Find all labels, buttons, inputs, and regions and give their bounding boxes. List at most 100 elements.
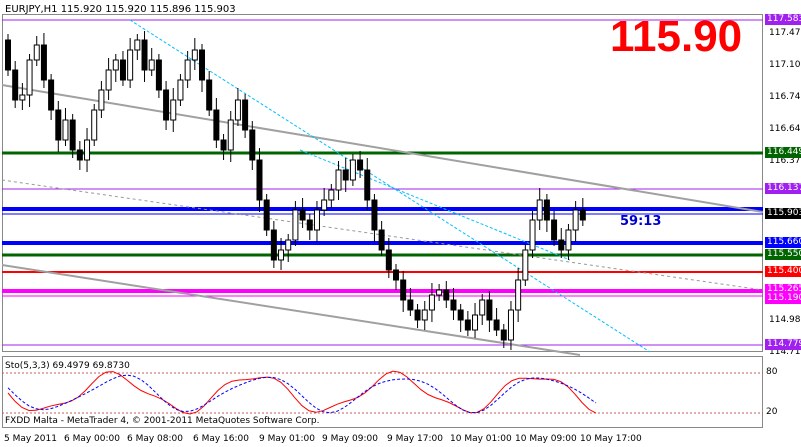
candle-body (543, 199, 550, 221)
candle-body (486, 299, 493, 321)
candle-body (62, 119, 69, 141)
candle-body (199, 49, 205, 81)
time-label: 6 May 16:00 (193, 434, 249, 444)
stochastic-d-line (7, 374, 597, 414)
trendline-upper (1, 84, 764, 213)
price-tag: 115.400 (765, 266, 801, 277)
candle-body (220, 139, 227, 151)
candle-body (536, 199, 543, 221)
current-price-tag: 115.903 (765, 208, 801, 219)
oscillator-area[interactable] (2, 356, 763, 428)
time-label: 10 May 17:00 (580, 434, 642, 444)
time-label: 5 May 2011 (4, 434, 57, 444)
candle-body (213, 109, 220, 141)
candle-body (357, 159, 364, 171)
candle-body (177, 79, 184, 101)
candle-body (270, 229, 277, 261)
candle-body (515, 279, 522, 311)
candle-body (407, 299, 414, 311)
candle-body (572, 209, 579, 231)
price-tick: 116.740 (769, 92, 801, 102)
price-tick: 117.475 (769, 28, 801, 38)
candle-body (184, 59, 191, 81)
candle-body (400, 279, 407, 301)
candle-body (306, 219, 313, 231)
candle-body (112, 59, 119, 71)
candle-body (472, 314, 479, 331)
price-tick: 116.370 (769, 156, 801, 166)
candle-body (349, 159, 356, 181)
candle-body (378, 229, 385, 251)
candle-body (421, 309, 428, 321)
candle-body (105, 69, 112, 91)
candle-body (256, 159, 263, 201)
candle-body (48, 79, 55, 111)
price-tag: 117.583 (765, 14, 801, 25)
price-tag: 116.137 (765, 183, 801, 194)
osc-tick-20: 20 (766, 407, 778, 417)
price-tag: 115.550 (765, 249, 801, 260)
candle-body (285, 239, 292, 251)
price-tag: 116.449 (765, 147, 801, 158)
candle-body (364, 169, 371, 201)
candle-body (91, 109, 98, 141)
osc-tick-80: 80 (766, 367, 778, 377)
candle-timer: 59:13 (620, 214, 662, 229)
price-tag: 114.779 (765, 339, 801, 350)
candle-body (206, 79, 213, 111)
candle-body (450, 299, 457, 311)
candle-body (551, 219, 558, 241)
main-chart-area[interactable] (2, 14, 763, 352)
candle-body (141, 39, 148, 71)
time-label: 6 May 08:00 (127, 434, 183, 444)
candle-body (40, 44, 47, 81)
candle-body (579, 209, 586, 221)
candle-body (148, 59, 155, 71)
candle-body (163, 89, 170, 121)
candle-body (134, 39, 141, 51)
candle-body (464, 319, 471, 331)
candle-body (328, 189, 335, 201)
candle-body (428, 294, 435, 311)
candle-body (313, 209, 320, 231)
candle-body (84, 139, 91, 161)
candle-body (393, 269, 399, 281)
candle-body (371, 199, 378, 231)
price-tick: 114.710 (769, 347, 801, 357)
big-price-display: 115.90 (610, 12, 743, 61)
candle-body (342, 169, 349, 181)
copyright-footer: FXDD Malta - MetaTrader 4, © 2001-2011 M… (5, 416, 320, 426)
candles-group (5, 31, 586, 350)
candle-body (457, 309, 464, 321)
time-label: 9 May 17:00 (387, 434, 443, 444)
cyan-dashed-line-1 (129, 19, 651, 353)
candle-body (522, 249, 529, 281)
candle-body (565, 229, 572, 251)
candle-body (321, 199, 328, 211)
stochastic-k-line (7, 370, 597, 415)
candle-body (479, 299, 486, 316)
candle-body (299, 209, 306, 221)
candle-body (385, 249, 392, 271)
candle-body (234, 99, 241, 121)
candle-body (249, 129, 256, 161)
candle-body (170, 99, 177, 121)
candle-body (436, 289, 443, 296)
cyan-dashed-line-2 (299, 149, 571, 261)
candle-body (414, 309, 421, 321)
candle-body (242, 99, 249, 131)
candle-body (507, 309, 514, 341)
candle-body (5, 39, 11, 71)
candle-body (33, 44, 40, 61)
candle-body (278, 249, 285, 261)
candle-body (292, 209, 299, 241)
candle-body (12, 69, 19, 101)
candle-body (55, 109, 62, 141)
time-label: 9 May 09:00 (322, 434, 378, 444)
candle-body (558, 239, 565, 251)
candle-body (155, 59, 162, 91)
candle-body (493, 319, 500, 331)
candle-body (98, 89, 105, 111)
